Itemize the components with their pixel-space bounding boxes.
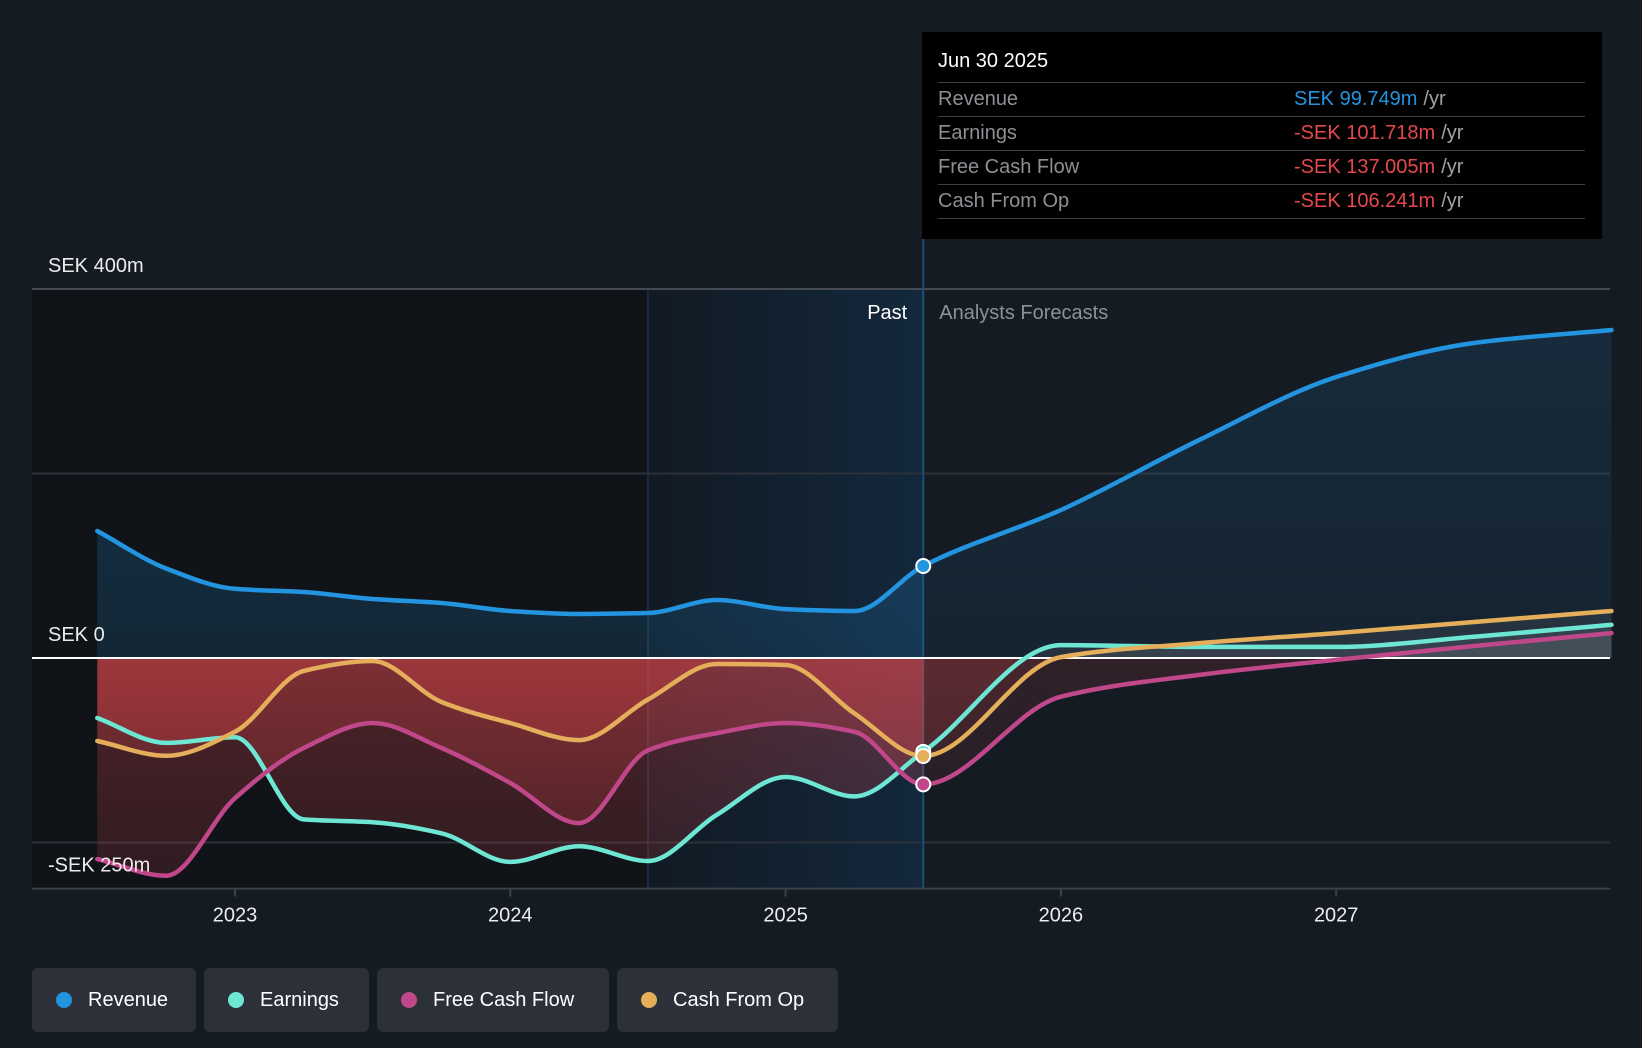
earnings-line — [95, 622, 1614, 865]
fcf-negative-area-past — [97, 658, 924, 876]
fcf-positive-area-group — [97, 633, 1612, 658]
tooltip-label: Free Cash Flow — [938, 156, 1080, 178]
legend-label: Earnings — [260, 988, 339, 1011]
tooltip-value-amount: -SEK 101.718m — [1294, 122, 1436, 144]
series-lines — [95, 327, 1614, 878]
legend-item-free-cash-flow[interactable]: Free Cash Flow — [377, 968, 609, 1032]
revenue-area-forecast — [923, 330, 1612, 658]
tooltip-row-free-cash-flow: Free Cash Flow -SEK 137.005m/yr — [938, 150, 1585, 184]
cfo-negative-area-group — [97, 658, 1612, 756]
y-tick-label: -SEK 250m — [48, 855, 150, 877]
earnings-positive-area — [97, 624, 1612, 658]
forecast-region-label: Analysts Forecasts — [939, 302, 1108, 324]
y-tick-label: SEK 0 — [48, 624, 105, 646]
tooltip-value: -SEK 101.718m/yr — [1294, 117, 1463, 149]
revenue-now-point[interactable] — [915, 557, 932, 574]
tooltip-label: Earnings — [938, 122, 1017, 144]
x-tick-label: 2023 — [213, 905, 258, 927]
tooltip-value-unit: /yr — [1441, 156, 1464, 178]
revenue-dot-icon — [56, 992, 72, 1008]
y-axis-labels: SEK 400m SEK 0 -SEK 250m — [48, 255, 150, 877]
tooltip-rows: Revenue SEK 99.749m/yr Earnings -SEK 101… — [938, 82, 1585, 219]
x-tick-label: 2024 — [488, 905, 533, 927]
legend: Revenue Earnings Free Cash Flow Cash Fro… — [32, 968, 838, 1032]
y-tick-label: SEK 400m — [48, 255, 144, 277]
tooltip-value-amount: -SEK 106.241m — [1294, 190, 1436, 212]
fcf-now-point[interactable] — [915, 776, 932, 793]
cfo-negative-area-forecast — [923, 658, 1612, 756]
tooltip-value: -SEK 137.005m/yr — [1294, 151, 1463, 183]
tooltip-row-earnings: Earnings -SEK 101.718m/yr — [938, 116, 1585, 150]
tooltip-value-unit: /yr — [1441, 190, 1464, 212]
earnings-dot-icon — [228, 992, 244, 1008]
free-cash-flow-dot-icon — [401, 992, 417, 1008]
cfo-now-point[interactable] — [915, 748, 932, 765]
legend-label: Revenue — [88, 988, 169, 1011]
tooltip-label: Revenue — [938, 88, 1019, 110]
legend-label: Free Cash Flow — [433, 988, 575, 1011]
cfo-negative-area-past — [97, 658, 924, 756]
tooltip-value-amount: SEK 99.749m — [1294, 88, 1418, 110]
legend-item-cash-from-op[interactable]: Cash From Op — [617, 968, 838, 1032]
tooltip-row-cash-from-op: Cash From Op -SEK 106.241m/yr — [938, 184, 1585, 219]
tooltip-row-revenue: Revenue SEK 99.749m/yr — [938, 82, 1585, 116]
past-region-label: Past — [867, 302, 907, 324]
revenue-area-group — [97, 330, 1612, 658]
tooltip-label: Cash From Op — [938, 190, 1070, 212]
legend-item-earnings[interactable]: Earnings — [204, 968, 369, 1032]
tooltip-value: -SEK 106.241m/yr — [1294, 185, 1463, 217]
tooltip: Jun 30 2025 Revenue SEK 99.749m/yr Earni… — [922, 32, 1602, 239]
tooltip-value: SEK 99.749m/yr — [1294, 83, 1446, 115]
fcf-positive-area — [97, 633, 1612, 658]
x-tick-label: 2026 — [1039, 905, 1084, 927]
tooltip-value-amount: -SEK 137.005m — [1294, 156, 1436, 178]
fcf-line — [95, 630, 1614, 878]
cfo-line — [95, 608, 1614, 759]
x-tick-marks — [234, 888, 1338, 897]
series-areas — [97, 330, 1612, 876]
legend-label: Cash From Op — [673, 988, 805, 1011]
x-tick-label: 2025 — [763, 905, 808, 927]
tooltip-value-unit: /yr — [1441, 122, 1464, 144]
earnings-positive-area-group — [97, 624, 1612, 658]
legend-item-revenue[interactable]: Revenue — [32, 968, 196, 1032]
revenue-line — [95, 327, 1614, 617]
x-tick-label: 2027 — [1314, 905, 1359, 927]
revenue-area-past — [97, 531, 924, 658]
x-axis: 2023 2024 2025 2026 2027 — [213, 888, 1359, 927]
now-markers — [915, 557, 932, 793]
cash-from-op-dot-icon — [641, 992, 657, 1008]
tooltip-date: Jun 30 2025 — [938, 50, 1049, 72]
tooltip-value-unit: /yr — [1423, 88, 1446, 110]
